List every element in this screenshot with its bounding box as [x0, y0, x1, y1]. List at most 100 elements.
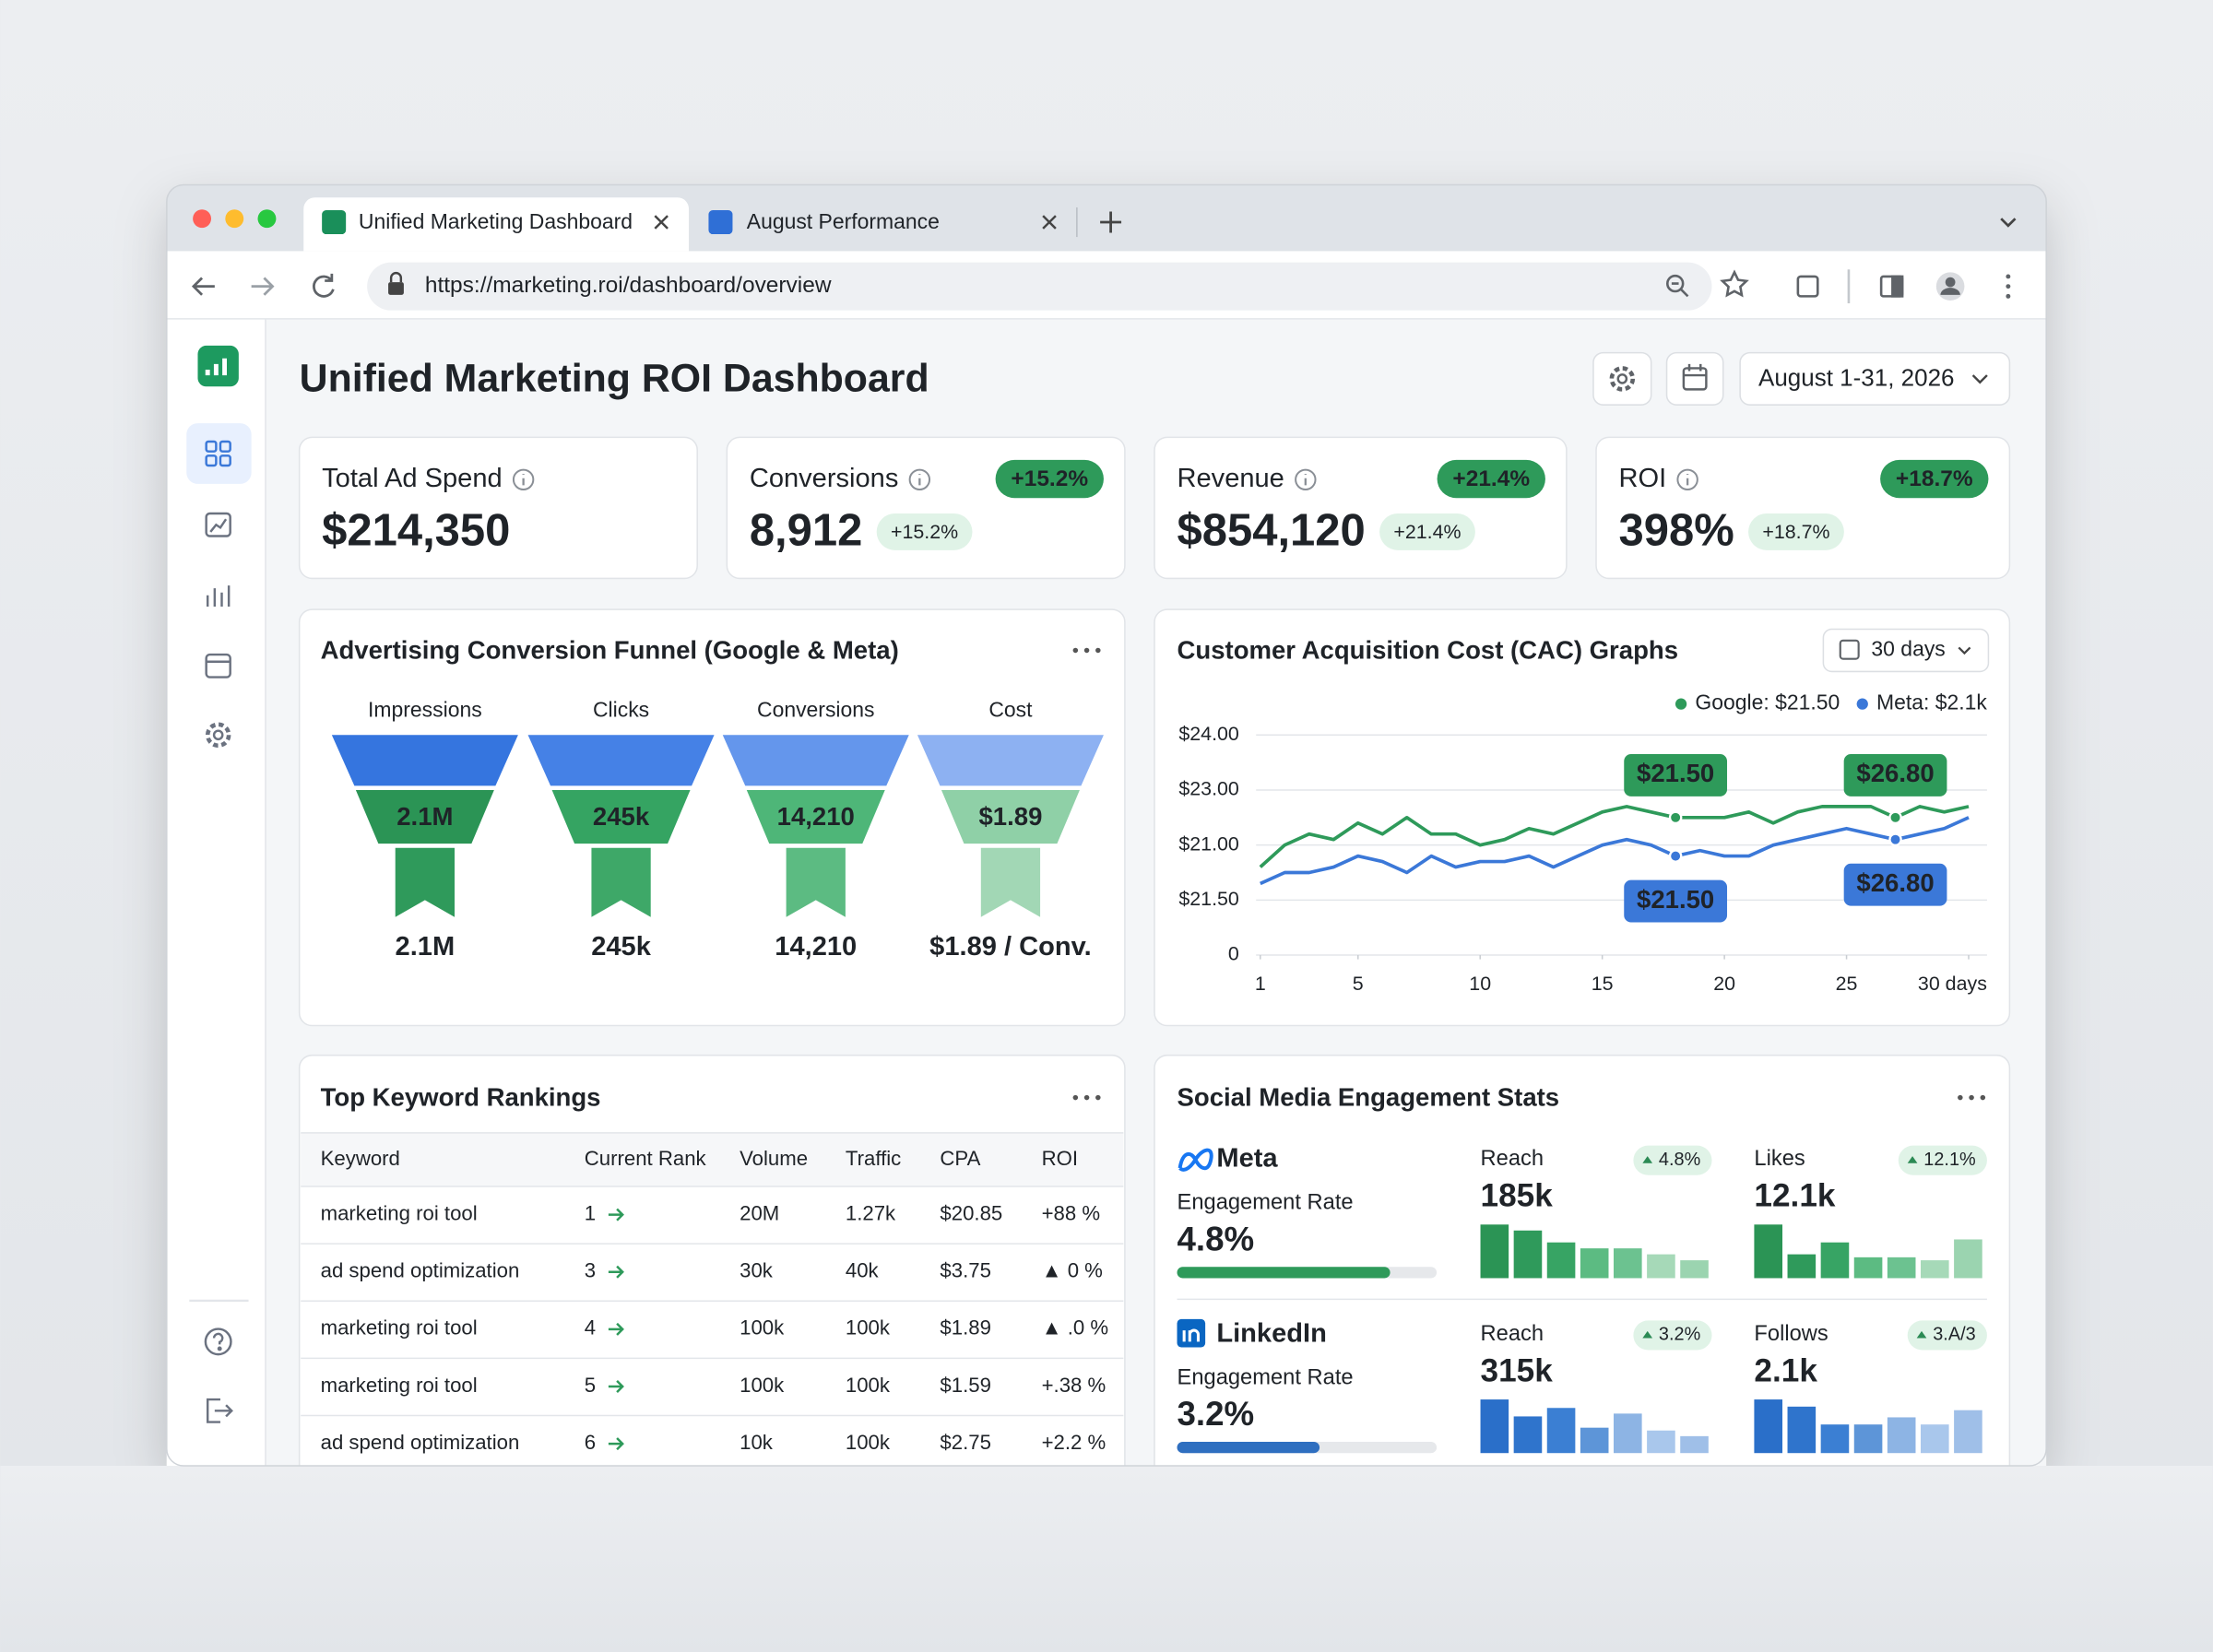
more-menu-dot[interactable] [1969, 1094, 1974, 1101]
new-tab[interactable] [1100, 211, 1122, 233]
close-dot[interactable] [193, 209, 212, 229]
date-range[interactable]: August 1-31, 2026 [1758, 364, 1955, 392]
url[interactable]: https://marketing.roi/dashboard/overview [425, 273, 832, 298]
menu-dot[interactable] [2006, 274, 2011, 279]
platform-name: LinkedIn [1216, 1318, 1327, 1348]
funnel-top [331, 735, 518, 786]
back-button[interactable] [191, 277, 215, 296]
more-menu-dot[interactable] [1958, 1094, 1963, 1101]
table-cell: 30k [740, 1259, 774, 1282]
funnel-value: 2.1M [396, 932, 456, 962]
spark-bar [1580, 1427, 1609, 1454]
table-cell: 1.27k [846, 1201, 896, 1224]
engagement-label: Engagement Rate [1178, 1191, 1354, 1215]
metric-label: Likes [1754, 1147, 1805, 1171]
kpi-value: 398% [1619, 505, 1734, 555]
kpi-value: $854,120 [1178, 505, 1366, 555]
spark-bar [1887, 1417, 1916, 1454]
calendar-button[interactable] [1665, 351, 1724, 406]
zoom-dot[interactable] [257, 209, 277, 229]
minimize-dot[interactable] [225, 209, 244, 229]
nav-reports-icon[interactable] [206, 585, 231, 608]
x-tick-label: 10 [1469, 973, 1491, 995]
tab-menu[interactable] [2000, 218, 2017, 228]
more-menu-dot[interactable] [1083, 1094, 1090, 1101]
table-cell: marketing roi tool [321, 1374, 478, 1397]
settings-icon [1616, 373, 1628, 384]
lock-icon [388, 282, 404, 295]
sidebar-nav [186, 345, 252, 1423]
table-header-bg [301, 1132, 1124, 1186]
nav-help-dot [217, 1346, 222, 1351]
date-range-dropdown[interactable] [1739, 351, 2011, 406]
profile-body [1940, 288, 1960, 295]
forward-button[interactable] [251, 277, 275, 296]
nav-help-icon[interactable] [204, 1328, 232, 1356]
tab-close[interactable] [654, 215, 1057, 230]
reload-button[interactable] [313, 273, 335, 298]
funnel-inner-value: 245k [593, 802, 650, 831]
zoom-icon-handle [1671, 282, 1689, 298]
nav-active[interactable] [186, 423, 252, 484]
card-title: Advertising Conversion Funnel (Google & … [321, 635, 899, 664]
spark-bar [1480, 1399, 1509, 1454]
nav-settings-icon[interactable] [212, 729, 224, 741]
funnel-middle [941, 789, 1080, 844]
funnel-inner-value: 2.1M [396, 802, 453, 831]
rank-arrow [608, 1265, 624, 1279]
annotation-point [1668, 810, 1683, 825]
menu-dot[interactable] [2006, 284, 2011, 289]
nav-trends-icon[interactable] [205, 512, 231, 537]
tab-title[interactable]: Unified Marketing Dashboard [359, 209, 633, 233]
menu-dot[interactable] [2006, 293, 2011, 299]
more-menu-dot[interactable] [1083, 647, 1090, 654]
bookmark-star[interactable] [1720, 269, 1749, 298]
nav-billing-icon[interactable] [205, 653, 231, 678]
more-menu-dot[interactable] [1072, 1094, 1079, 1101]
range-dropdown[interactable] [1822, 628, 1990, 673]
metric-label: Reach [1481, 1147, 1544, 1171]
more-menu-dot[interactable] [1095, 1094, 1101, 1101]
spark-bar [1680, 1260, 1709, 1279]
more-menu-dot[interactable] [1980, 1094, 1986, 1101]
table-cell: 100k [740, 1316, 785, 1339]
active-tab[interactable] [303, 197, 690, 252]
kpi-change: +15.2% [891, 521, 958, 543]
profile-head [1945, 277, 1956, 288]
metric-change: 4.8% [1659, 1150, 1700, 1170]
extensions-icon[interactable] [1796, 275, 1819, 298]
address-bar[interactable] [367, 262, 1712, 311]
table-cell: 5 [585, 1374, 596, 1397]
table-cell: $1.89 [940, 1316, 990, 1339]
card-title: Social Media Engagement Stats [1178, 1082, 1560, 1111]
legend-dot [1675, 698, 1687, 710]
funnel-value: $1.89 / Conv. [929, 932, 1092, 962]
table-cell: 100k [740, 1374, 785, 1397]
nav-help-mark [212, 1332, 224, 1345]
annotation-label: $21.50 [1637, 759, 1714, 787]
funnel-middle [355, 789, 494, 844]
spark-bar [1580, 1248, 1609, 1279]
zoom-icon[interactable] [1665, 274, 1685, 293]
settings-button[interactable] [1592, 351, 1652, 406]
legend-dot [1856, 698, 1868, 710]
table-cell: $1.59 [940, 1374, 990, 1397]
spark-bar [1546, 1242, 1576, 1279]
nav-icon-part [219, 454, 231, 467]
funnel-middle [746, 789, 885, 844]
kpi-label: Total Ad Spend [322, 464, 503, 493]
spark-bar [1754, 1399, 1783, 1454]
y-tick-label: $21.00 [1178, 832, 1239, 855]
nav-logout-icon[interactable] [206, 1398, 233, 1423]
table-cell: 100k [846, 1374, 891, 1397]
window-bottom-cover [0, 1465, 2213, 1652]
tab-title[interactable]: August Performance [747, 209, 940, 233]
more-menu-dot[interactable] [1095, 647, 1101, 654]
funnel-top [722, 735, 909, 786]
funnel-stage-label: Clicks [593, 697, 649, 721]
more-menu-dot[interactable] [1072, 647, 1079, 654]
spark-bar [1647, 1254, 1675, 1279]
table-header: CPA [940, 1147, 980, 1170]
card [298, 436, 698, 580]
y-tick-label: 0 [1228, 943, 1239, 965]
